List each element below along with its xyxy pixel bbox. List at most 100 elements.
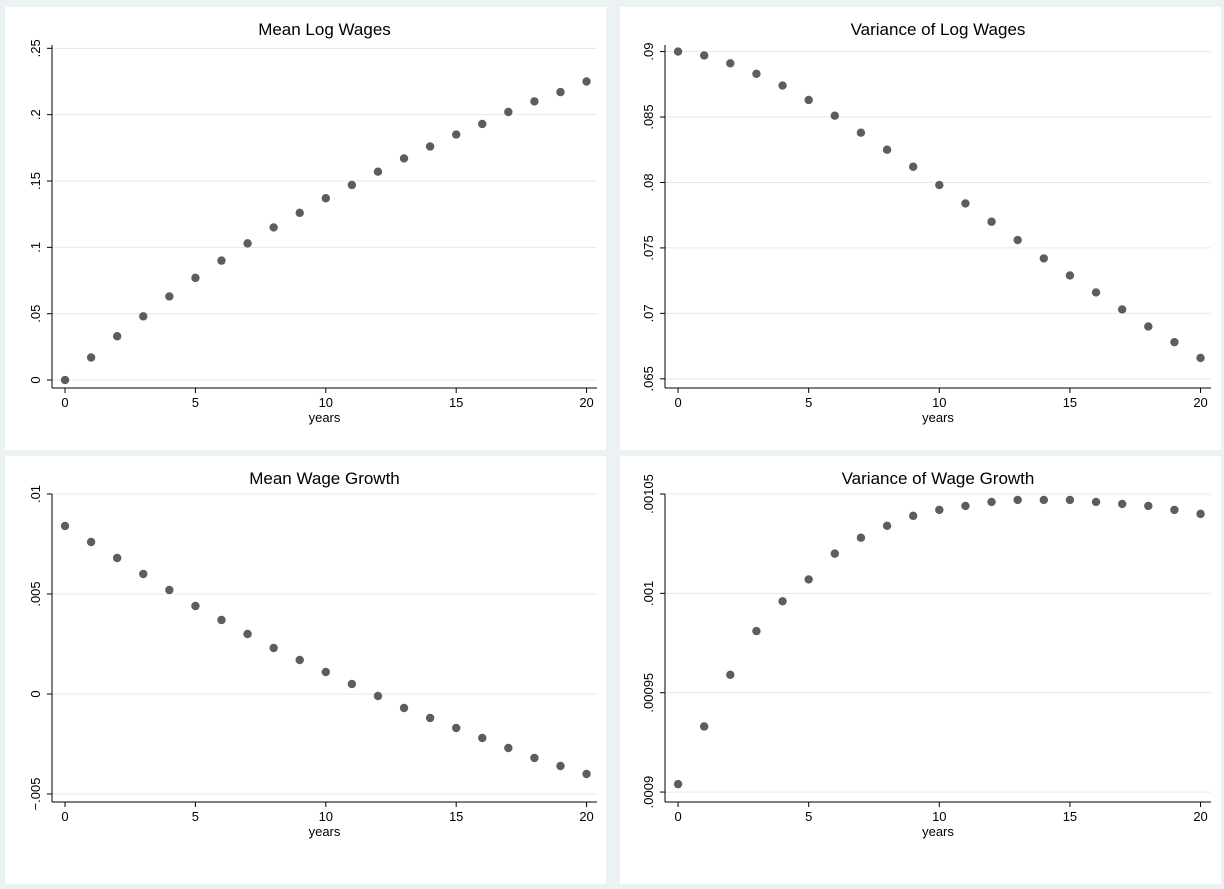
data-point	[1117, 499, 1127, 509]
data-point	[451, 723, 461, 733]
data-point	[399, 154, 409, 163]
data-point	[752, 69, 761, 79]
y-tick-label: −.005	[28, 778, 43, 811]
data-point	[530, 753, 539, 763]
chart-title: Variance of Log Wages	[851, 20, 1026, 39]
y-tick-label: .15	[28, 172, 43, 190]
panel-4: Variance of Wage Growth .0009 .00095 .001 .0…	[620, 456, 1221, 884]
data-point	[961, 501, 970, 511]
data-point	[478, 119, 487, 129]
data-point	[399, 703, 409, 713]
data-point	[1170, 505, 1179, 515]
data-point	[1091, 497, 1101, 507]
data-point	[673, 47, 683, 56]
y-tick-label: .001	[641, 581, 656, 606]
x-tick-label: 0	[61, 809, 68, 824]
y-tick-label: .005	[28, 581, 43, 606]
y-tick-label: 0	[28, 376, 43, 383]
panel-3: Mean Wage Growth −.005 0 .005 .01 0 5 10 15 20 yea…	[5, 456, 606, 884]
data-point	[935, 180, 944, 190]
data-point	[530, 97, 539, 106]
data-point	[1117, 305, 1127, 314]
y-tick-label: .05	[28, 305, 43, 323]
data-point	[1013, 235, 1022, 245]
x-axis-label: years	[309, 824, 341, 839]
chart-title: Mean Wage Growth	[249, 469, 400, 488]
data-point	[882, 145, 892, 154]
panel-background	[5, 456, 606, 884]
data-point	[804, 95, 813, 105]
data-point	[112, 332, 122, 341]
x-tick-label: 5	[805, 395, 812, 410]
data-point	[830, 549, 840, 558]
data-point	[830, 111, 840, 120]
panel-1: Mean Log Wages 0 .05 .1 .15 .2 .25 0 5 10 15 20 year…	[5, 7, 606, 450]
x-axis-label: years	[922, 410, 954, 425]
data-point	[165, 585, 174, 595]
data-point	[217, 256, 226, 265]
data-point	[856, 533, 866, 542]
x-tick-label: 10	[932, 809, 946, 824]
data-point	[856, 128, 866, 137]
data-point	[752, 626, 761, 636]
data-point	[961, 199, 970, 208]
data-point	[1039, 495, 1049, 505]
data-point	[1144, 322, 1153, 331]
x-axis-label: years	[922, 824, 954, 839]
data-point	[699, 722, 709, 731]
data-point	[673, 779, 683, 789]
data-point	[243, 239, 252, 248]
y-tick-label: .07	[641, 304, 656, 322]
y-tick-label: .065	[641, 366, 656, 391]
y-tick-label: .2	[28, 109, 43, 120]
x-tick-label: 20	[579, 395, 593, 410]
data-point	[778, 597, 787, 606]
chart-title: Variance of Wage Growth	[842, 469, 1035, 488]
y-tick-label: .00095	[641, 673, 656, 713]
data-point	[556, 761, 565, 771]
data-point	[778, 81, 787, 90]
data-point	[321, 194, 331, 203]
x-tick-label: 10	[319, 809, 333, 824]
data-point	[373, 691, 383, 701]
data-point	[504, 107, 513, 117]
y-tick-label: .08	[641, 173, 656, 191]
y-tick-label: .01	[28, 485, 43, 503]
data-point	[165, 292, 174, 301]
y-tick-label: .0009	[641, 776, 656, 809]
panel-2: Variance of Log Wages .065 .07 .075 .08 .085.…	[620, 7, 1221, 450]
x-tick-label: 20	[579, 809, 593, 824]
data-point	[60, 375, 70, 385]
data-point	[86, 537, 96, 547]
data-point	[478, 733, 487, 743]
x-tick-label: 5	[192, 809, 199, 824]
x-tick-label: 5	[192, 395, 199, 410]
data-point	[1013, 495, 1022, 505]
data-point	[295, 208, 304, 218]
data-point	[726, 59, 735, 68]
data-point	[582, 77, 591, 86]
y-tick-label: .25	[28, 39, 43, 57]
data-point	[1196, 353, 1205, 363]
data-point	[908, 511, 918, 521]
data-point	[1144, 501, 1153, 511]
data-point	[1065, 495, 1075, 505]
x-axis-label: years	[309, 410, 341, 425]
data-point	[191, 601, 200, 611]
data-point	[1196, 509, 1205, 519]
data-point	[86, 353, 96, 362]
data-point	[112, 553, 122, 563]
data-point	[1091, 288, 1101, 297]
data-point	[321, 667, 331, 677]
data-point	[217, 615, 226, 625]
y-tick-label: 0	[28, 690, 43, 697]
data-point	[1065, 271, 1075, 280]
x-tick-label: 0	[674, 809, 681, 824]
data-point	[295, 655, 304, 665]
x-tick-label: 20	[1193, 809, 1207, 824]
data-point	[191, 273, 200, 283]
y-tick-label: .075	[641, 235, 656, 260]
data-point	[347, 180, 357, 190]
data-point	[935, 505, 944, 515]
